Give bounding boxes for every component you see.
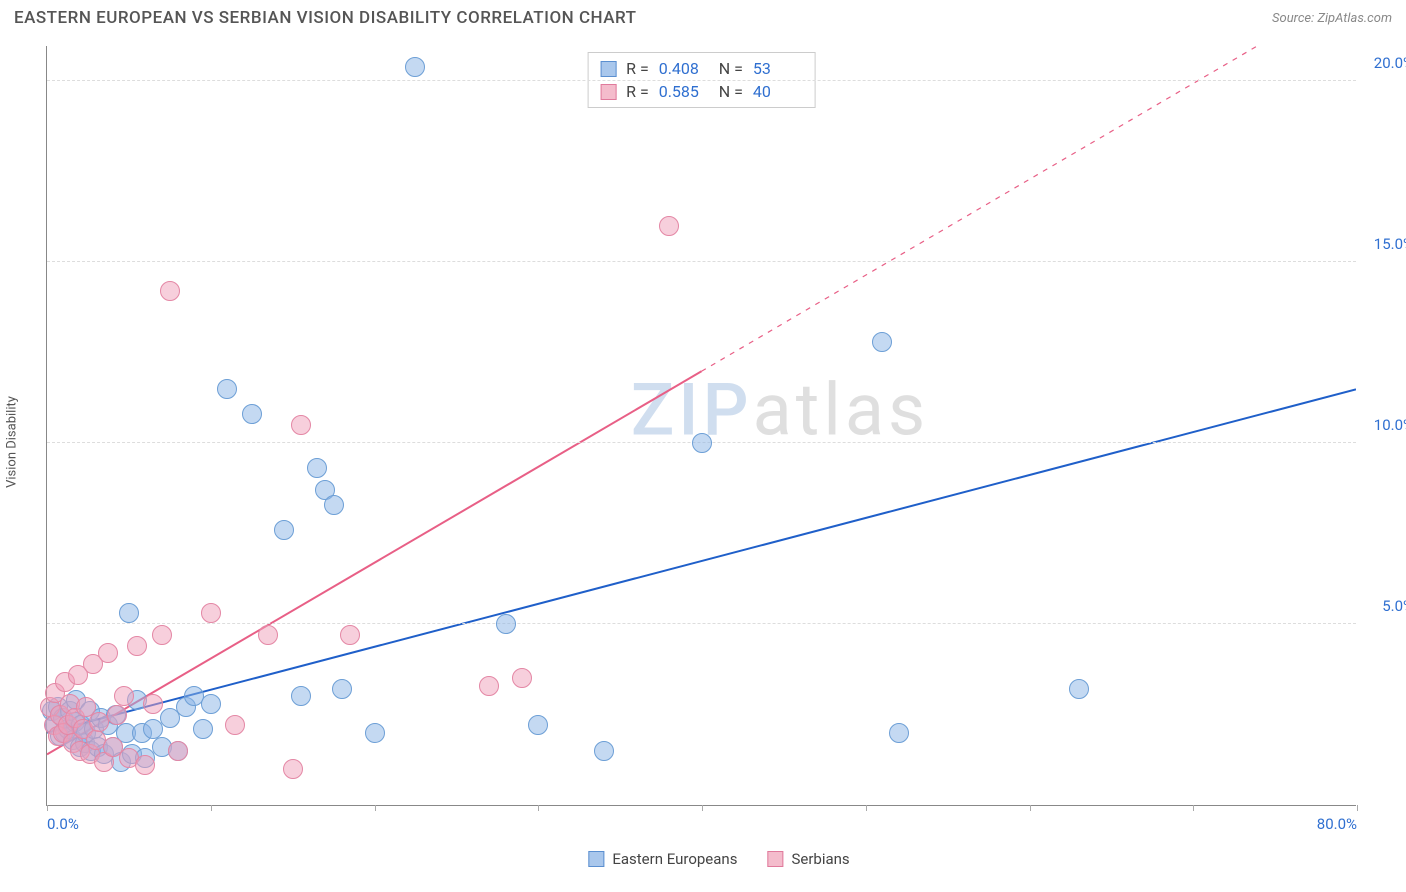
data-point bbox=[193, 719, 213, 739]
data-point bbox=[405, 57, 425, 77]
data-point bbox=[479, 676, 499, 696]
data-point bbox=[114, 686, 134, 706]
data-point bbox=[225, 715, 245, 735]
watermark-part2: atlas bbox=[753, 368, 930, 453]
data-point bbox=[201, 694, 221, 714]
data-point bbox=[274, 520, 294, 540]
data-point bbox=[889, 723, 909, 743]
data-point bbox=[692, 433, 712, 453]
watermark: ZIPatlas bbox=[631, 368, 929, 453]
x-tick bbox=[1030, 805, 1031, 811]
data-point bbox=[332, 679, 352, 699]
r-value: 0.585 bbox=[659, 82, 709, 101]
source-prefix: Source: bbox=[1272, 11, 1317, 26]
r-value: 0.408 bbox=[659, 59, 709, 78]
data-point bbox=[135, 755, 155, 775]
data-point bbox=[283, 759, 303, 779]
data-point bbox=[659, 216, 679, 236]
x-tick bbox=[211, 805, 212, 811]
plot-area: ZIPatlas R =0.408N =53R =0.585N =40 5.0%… bbox=[46, 46, 1356, 806]
source-name: ZipAtlas.com bbox=[1317, 11, 1392, 26]
x-tick bbox=[1357, 805, 1358, 811]
legend-label: Eastern Europeans bbox=[612, 850, 737, 868]
chart-title: EASTERN EUROPEAN VS SERBIAN VISION DISAB… bbox=[14, 8, 637, 28]
series-swatch bbox=[600, 84, 616, 100]
data-point bbox=[365, 723, 385, 743]
y-tick-label: 20.0% bbox=[1374, 54, 1406, 72]
data-point bbox=[594, 741, 614, 761]
grid-line bbox=[47, 623, 1356, 624]
x-tick bbox=[47, 805, 48, 811]
x-tick bbox=[866, 805, 867, 811]
scatter-chart: Vision Disability ZIPatlas R =0.408N =53… bbox=[46, 46, 1392, 838]
data-point bbox=[143, 694, 163, 714]
trend-lines bbox=[47, 46, 1356, 805]
r-label: R = bbox=[626, 59, 649, 78]
n-value: 40 bbox=[753, 82, 803, 101]
data-point bbox=[324, 495, 344, 515]
data-point bbox=[152, 625, 172, 645]
series-swatch bbox=[600, 61, 616, 77]
x-tick bbox=[375, 805, 376, 811]
x-tick bbox=[702, 805, 703, 811]
grid-line bbox=[47, 80, 1356, 81]
data-point bbox=[872, 332, 892, 352]
data-point bbox=[107, 705, 127, 725]
data-point bbox=[258, 625, 278, 645]
legend-swatch bbox=[767, 851, 783, 867]
data-point bbox=[340, 625, 360, 645]
chart-header: EASTERN EUROPEAN VS SERBIAN VISION DISAB… bbox=[0, 0, 1406, 34]
stats-row: R = 0.408 N = 53 bbox=[600, 57, 803, 80]
x-tick bbox=[1193, 805, 1194, 811]
data-point bbox=[217, 379, 237, 399]
y-tick-label: 15.0% bbox=[1374, 235, 1406, 253]
legend-item: Eastern Europeans bbox=[588, 850, 737, 868]
r-label: R = bbox=[626, 82, 649, 101]
stats-row: R = 0.585 N = 40 bbox=[600, 80, 803, 103]
data-point bbox=[127, 636, 147, 656]
n-label: N = bbox=[719, 82, 743, 101]
chart-legend: Eastern Europeans Serbians bbox=[588, 850, 849, 868]
y-axis-label: Vision Disability bbox=[5, 396, 20, 488]
data-point bbox=[201, 603, 221, 623]
data-point bbox=[528, 715, 548, 735]
legend-label: Serbians bbox=[791, 850, 849, 868]
y-tick-label: 10.0% bbox=[1374, 416, 1406, 434]
data-point bbox=[496, 614, 516, 634]
data-point bbox=[119, 603, 139, 623]
n-value: 53 bbox=[753, 59, 803, 78]
y-tick-label: 5.0% bbox=[1382, 597, 1406, 615]
n-label: N = bbox=[719, 59, 743, 78]
data-point bbox=[1069, 679, 1089, 699]
data-point bbox=[242, 404, 262, 424]
x-tick-label: 0.0% bbox=[47, 815, 79, 833]
data-point bbox=[89, 712, 109, 732]
legend-swatch bbox=[588, 851, 604, 867]
grid-line bbox=[47, 261, 1356, 262]
data-point bbox=[98, 643, 118, 663]
data-point bbox=[307, 458, 327, 478]
source-attribution: Source: ZipAtlas.com bbox=[1272, 11, 1392, 26]
x-tick-label: 80.0% bbox=[1317, 815, 1357, 833]
data-point bbox=[291, 686, 311, 706]
legend-item: Serbians bbox=[767, 850, 849, 868]
data-point bbox=[291, 415, 311, 435]
data-point bbox=[160, 281, 180, 301]
data-point bbox=[512, 668, 532, 688]
data-point bbox=[168, 741, 188, 761]
x-tick bbox=[538, 805, 539, 811]
